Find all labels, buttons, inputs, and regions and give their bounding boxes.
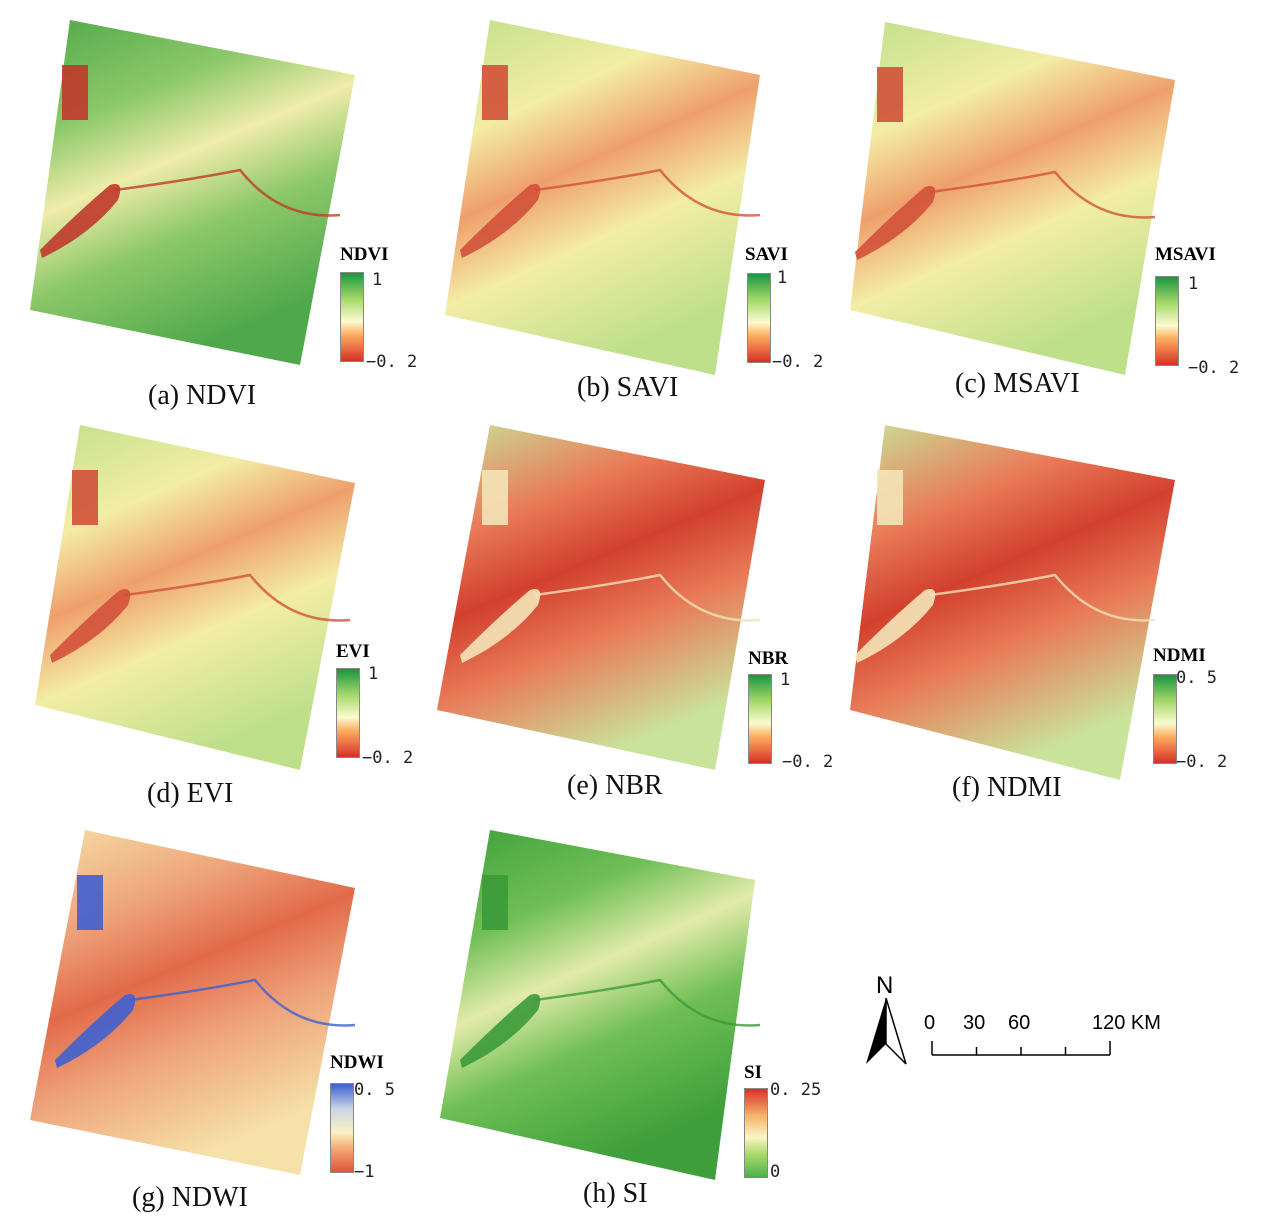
panel-msavi bbox=[820, 10, 1220, 410]
legend-title-si: SI bbox=[744, 1062, 762, 1083]
panel-nbr bbox=[415, 415, 815, 815]
caption-savi: (b) SAVI bbox=[577, 372, 679, 403]
map-si bbox=[440, 830, 761, 1180]
map-raster-ndvi bbox=[30, 20, 355, 365]
panel-ndvi bbox=[10, 10, 410, 410]
legend-bar-savi bbox=[747, 273, 771, 363]
legend-max-si: 0. 25 bbox=[770, 1080, 822, 1100]
scale-tick-0: 0 bbox=[924, 1012, 936, 1034]
legend-min-msavi: −0. 2 bbox=[1188, 358, 1240, 378]
north-arrow-label: N bbox=[876, 972, 894, 999]
scale-bar bbox=[931, 1041, 1111, 1056]
map-ndvi bbox=[30, 20, 355, 365]
map-savi bbox=[445, 20, 761, 375]
legend-min-ndvi: −0. 2 bbox=[366, 352, 418, 372]
scale-tick-60: 60 bbox=[1008, 1012, 1031, 1034]
lake-feature-si bbox=[482, 875, 508, 930]
panel-ndmi bbox=[820, 415, 1220, 815]
legend-max-nbr: 1 bbox=[780, 670, 791, 690]
map-raster-msavi bbox=[850, 22, 1175, 375]
caption-si: (h) SI bbox=[583, 1178, 648, 1209]
legend-bar-ndmi bbox=[1153, 674, 1177, 764]
map-ndwi bbox=[30, 830, 356, 1175]
reservoir-feature-ndmi bbox=[855, 589, 936, 663]
river-feature-savi bbox=[534, 168, 761, 217]
caption-ndmi: (f) NDMI bbox=[952, 772, 1062, 803]
legend-max-evi: 1 bbox=[368, 664, 379, 684]
north-arrow-icon bbox=[866, 998, 907, 1065]
caption-nbr: (e) NBR bbox=[567, 770, 663, 801]
reservoir-feature-nbr bbox=[460, 589, 541, 663]
legend-min-nbr: −0. 2 bbox=[782, 752, 834, 772]
river-feature-nbr bbox=[534, 573, 761, 622]
legend-title-nbr: NBR bbox=[748, 648, 789, 669]
map-raster-nbr bbox=[437, 425, 765, 770]
lake-feature-ndvi bbox=[62, 65, 88, 120]
lake-feature-savi bbox=[482, 65, 508, 120]
lake-feature-msavi bbox=[877, 67, 903, 122]
caption-msavi: (c) MSAVI bbox=[955, 368, 1080, 399]
map-raster-ndwi bbox=[30, 830, 355, 1175]
river-feature-msavi bbox=[929, 170, 1156, 219]
reservoir-feature-ndvi bbox=[40, 184, 121, 258]
map-nbr bbox=[437, 425, 765, 770]
map-evi bbox=[35, 425, 355, 770]
map-ndmi bbox=[850, 425, 1175, 780]
legend-title-ndvi: NDVI bbox=[340, 244, 389, 265]
legend-min-ndmi: −0. 2 bbox=[1176, 752, 1228, 772]
legend-bar-ndvi bbox=[340, 272, 364, 362]
legend-min-savi: −0. 2 bbox=[772, 352, 824, 372]
legend-title-ndmi: NDMI bbox=[1153, 645, 1206, 666]
panel-si bbox=[415, 820, 815, 1220]
map-raster-savi bbox=[445, 20, 760, 375]
map-msavi bbox=[850, 22, 1175, 375]
legend-min-ndwi: −1 bbox=[354, 1162, 375, 1182]
panel-evi bbox=[10, 415, 410, 815]
legend-bar-si bbox=[744, 1088, 768, 1178]
scale-tick-30: 30 bbox=[963, 1012, 986, 1034]
legend-max-savi: 1 bbox=[777, 268, 788, 288]
map-raster-ndmi bbox=[850, 425, 1175, 780]
caption-evi: (d) EVI bbox=[147, 778, 234, 809]
lake-feature-ndmi bbox=[877, 470, 903, 525]
legend-min-si: 0 bbox=[770, 1162, 781, 1182]
river-feature-ndwi bbox=[129, 978, 356, 1027]
caption-ndvi: (a) NDVI bbox=[148, 380, 257, 411]
caption-ndwi: (g) NDWI bbox=[132, 1182, 248, 1213]
map-raster-evi bbox=[35, 425, 355, 770]
river-feature-ndvi bbox=[114, 168, 341, 217]
scale-tick-120: 120 KM bbox=[1092, 1012, 1161, 1034]
legend-max-ndwi: 0. 5 bbox=[354, 1080, 395, 1100]
river-feature-ndmi bbox=[929, 573, 1156, 622]
reservoir-feature-msavi bbox=[855, 186, 936, 260]
legend-bar-msavi bbox=[1155, 276, 1179, 366]
river-feature-evi bbox=[124, 573, 351, 622]
legend-bar-evi bbox=[336, 668, 360, 758]
reservoir-feature-evi bbox=[50, 589, 131, 663]
legend-title-ndwi: NDWI bbox=[330, 1052, 384, 1073]
legend-title-msavi: MSAVI bbox=[1155, 244, 1216, 265]
legend-min-evi: −0. 2 bbox=[362, 748, 414, 768]
legend-title-evi: EVI bbox=[336, 641, 370, 662]
lake-feature-ndwi bbox=[77, 875, 103, 930]
map-raster-si bbox=[440, 830, 755, 1180]
reservoir-feature-si bbox=[460, 994, 541, 1068]
legend-title-savi: SAVI bbox=[745, 244, 788, 265]
reservoir-feature-savi bbox=[460, 184, 541, 258]
legend-bar-ndwi bbox=[330, 1083, 354, 1173]
reservoir-feature-ndwi bbox=[55, 994, 136, 1068]
legend-max-msavi: 1 bbox=[1188, 274, 1199, 294]
legend-max-ndvi: 1 bbox=[372, 270, 383, 290]
legend-bar-nbr bbox=[748, 674, 772, 764]
legend-max-ndmi: 0. 5 bbox=[1176, 668, 1217, 688]
panel-ndwi bbox=[10, 820, 410, 1220]
lake-feature-nbr bbox=[482, 470, 508, 525]
lake-feature-evi bbox=[72, 470, 98, 525]
panel-savi bbox=[415, 10, 815, 410]
river-feature-si bbox=[534, 978, 761, 1027]
